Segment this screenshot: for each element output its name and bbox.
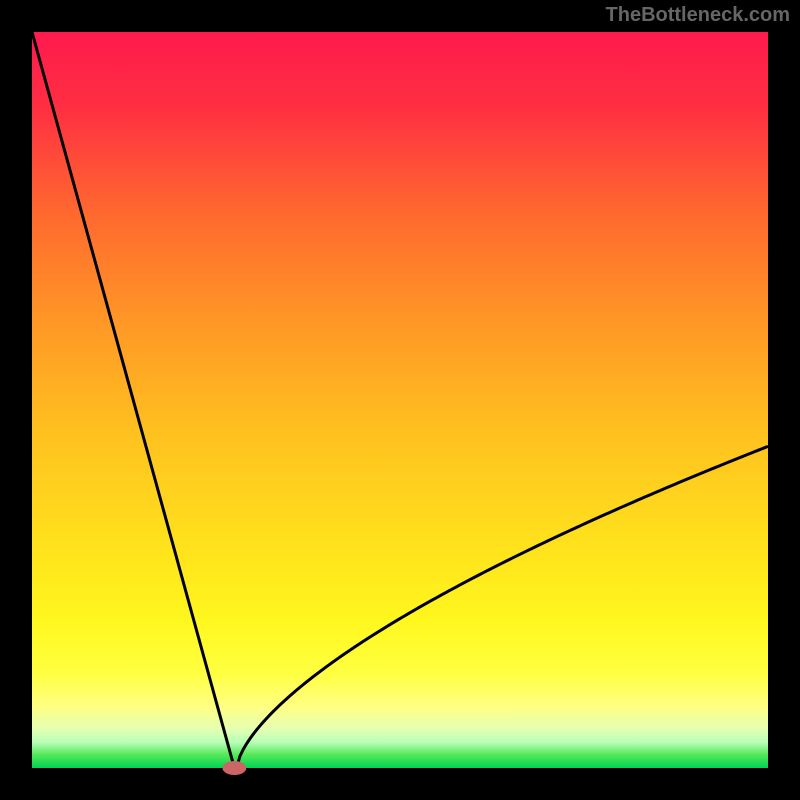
watermark-text: TheBottleneck.com bbox=[606, 4, 790, 27]
bottleneck-chart bbox=[0, 0, 800, 800]
minimum-marker bbox=[222, 761, 246, 775]
plot-background bbox=[32, 32, 768, 768]
